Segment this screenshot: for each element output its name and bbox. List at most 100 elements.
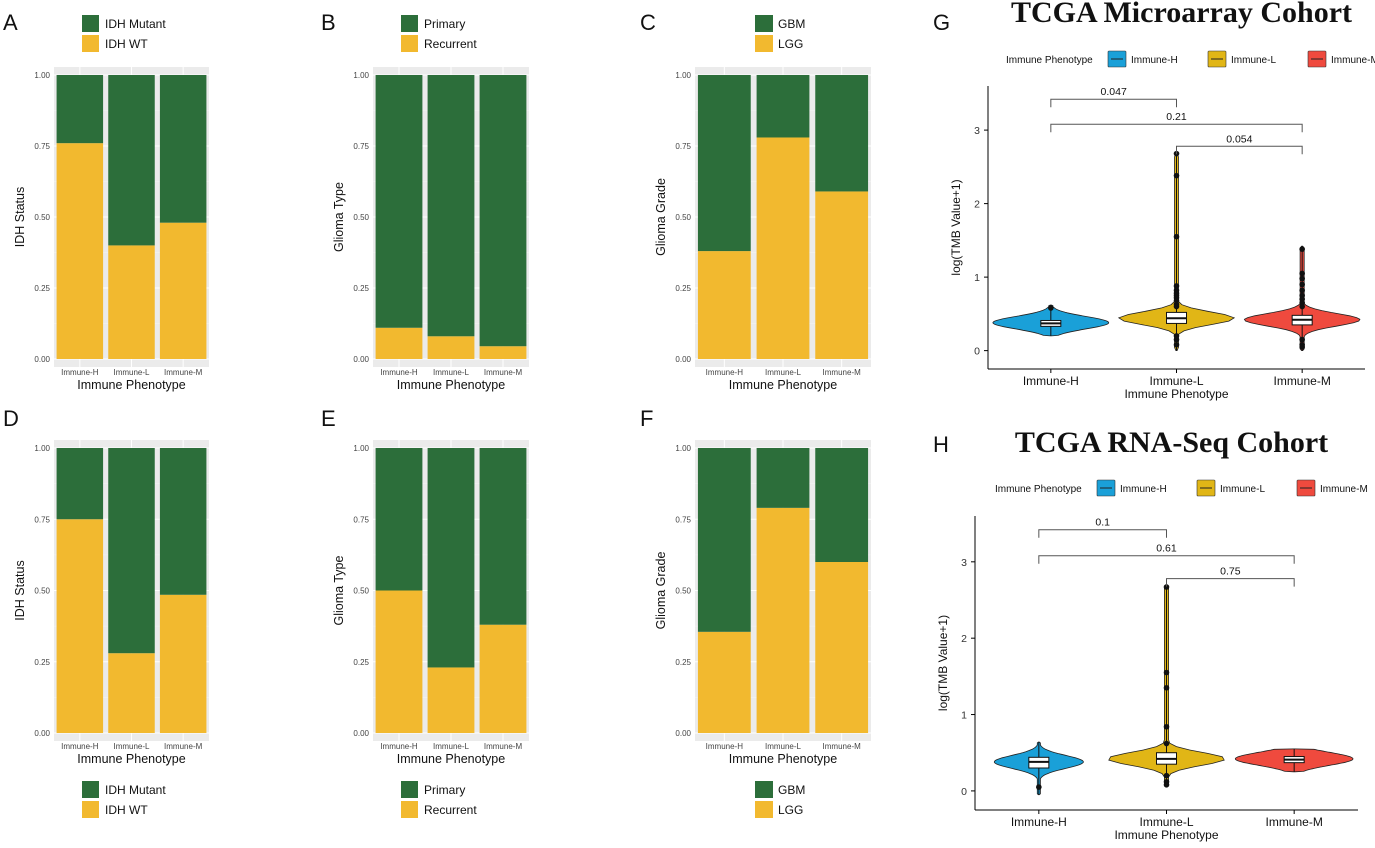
panel-h-letter: H [933, 432, 949, 457]
panel-h-ytick-label: 0 [961, 786, 967, 798]
panel-g-xtick-label: Immune-M [1273, 374, 1330, 388]
panel-f-bar-lgg-immune-h [697, 631, 751, 733]
panel-b-legend-label: Recurrent [424, 37, 477, 51]
panel-f-y-axis-title: Glioma Grade [654, 552, 668, 630]
panel-e-xtick-label: Immune-M [484, 742, 523, 751]
panel-e-bar-recurrent-immune-l [427, 667, 475, 733]
panel-h-y-axis-title: log(TMB Value+1) [936, 615, 950, 711]
panel-d-legend-label: IDH WT [105, 803, 148, 817]
panel-b-legend-key-recurrent [401, 35, 418, 52]
panel-h-outlier-point [1163, 723, 1170, 730]
panel-e-ytick-label: 1.00 [353, 444, 369, 453]
panel-d-legend-key-idh-wt [82, 801, 99, 818]
panel-b-bar-primary-immune-m [479, 75, 527, 347]
panel-e-y-axis-title: Glioma Type [332, 555, 346, 625]
panel-b-ytick-label: 0.00 [353, 355, 369, 364]
panel-g-outlier-point [1299, 303, 1305, 310]
panel-c-ytick-label: 1.00 [675, 71, 691, 80]
panel-f-bar-gbm-immune-m [815, 448, 869, 562]
panel-a-bar-idh-wt-immune-m [159, 222, 207, 359]
panel-g-outlier-point [1299, 336, 1305, 343]
panel-a-letter: A [3, 10, 18, 35]
panel-a-xtick-label: Immune-H [61, 368, 99, 377]
panel-d-ytick-label: 0.75 [34, 515, 50, 524]
panel-g-outlier-point [1173, 341, 1180, 348]
panel-a-bar-idh-wt-immune-l [108, 245, 155, 359]
panel-h-comparison-bracket [1038, 555, 1295, 564]
panel-a-y-axis-title: IDH Status [13, 187, 27, 247]
panel-g-pvalue-label: 0.047 [1101, 86, 1127, 98]
panel-d-ytick-label: 0.25 [34, 658, 50, 667]
panel-e-xtick-label: Immune-L [433, 742, 470, 751]
panel-a-ytick-label: 0.00 [34, 355, 50, 364]
panel-g-outlier-point [1299, 344, 1305, 350]
panel-d-letter: D [3, 406, 19, 431]
panel-h-outlier-point [1163, 772, 1170, 779]
panel-e-xtick-label: Immune-H [380, 742, 418, 751]
panel-f-legend-label: GBM [778, 783, 805, 797]
panel-e-legend-label: Primary [424, 783, 465, 797]
panel-b-ytick-label: 0.25 [353, 284, 369, 293]
panel-e-ytick-label: 0.75 [353, 515, 369, 524]
panel-f-legend-label: LGG [778, 803, 803, 817]
panel-e-legend-key-primary [401, 781, 418, 798]
panel-e-ytick-label: 0.25 [353, 658, 369, 667]
panel-d-xtick-label: Immune-M [164, 742, 203, 751]
panel-a-bar-idh-mutant-immune-h [56, 75, 104, 144]
panel-g-outlier-point [1299, 275, 1305, 282]
panel-g-legend-title: Immune Phenotype [1006, 55, 1093, 66]
panel-c-y-axis-title: Glioma Grade [654, 178, 668, 256]
panel-c-bar-lgg-immune-l [756, 137, 810, 359]
panel-a-legend-key-idh-wt [82, 35, 99, 52]
panel-b-bar-primary-immune-h [375, 75, 423, 328]
panel-a-xtick-label: Immune-M [164, 368, 203, 377]
panel-c-legend-key-lgg [755, 35, 773, 52]
panel-a-bar-idh-wt-immune-h [56, 143, 104, 359]
panel-b-xtick-label: Immune-L [433, 368, 470, 377]
panel-d-bar-idh-wt-immune-m [159, 594, 207, 733]
panel-h-comparison-bracket [1038, 529, 1167, 538]
panel-h-legend-title: Immune Phenotype [995, 484, 1082, 495]
panel-a-legend-label: IDH Mutant [105, 17, 166, 31]
panel-g-outlier-point [1173, 172, 1180, 179]
panel-g-letter: G [933, 10, 950, 35]
panel-f-ytick-label: 0.00 [675, 729, 691, 738]
panel-f-bar-gbm-immune-l [756, 448, 810, 508]
panel-h-title: TCGA RNA-Seq Cohort [1015, 426, 1328, 459]
panel-d-bar-idh-mutant-immune-h [56, 448, 104, 520]
panel-d-xtick-label: Immune-H [61, 742, 99, 751]
panel-h-legend-label: Immune-L [1220, 484, 1265, 495]
panel-g-legend-label: Immune-L [1231, 55, 1276, 66]
panel-g-outlier-point [1299, 270, 1305, 277]
panel-c-xtick-label: Immune-H [706, 368, 744, 377]
panel-a-x-axis-title: Immune Phenotype [77, 378, 185, 392]
panel-g-outlier-point [1299, 287, 1305, 294]
panel-h-outlier-point [1163, 782, 1170, 788]
panel-a-legend-key-idh-mutant [82, 15, 99, 32]
panel-e-bar-primary-immune-m [479, 448, 527, 625]
panel-g-ytick-label: 3 [974, 125, 980, 137]
panel-h-legend-label: Immune-H [1120, 484, 1167, 495]
panel-b-x-axis-title: Immune Phenotype [397, 378, 505, 392]
panel-e-x-axis-title: Immune Phenotype [397, 752, 505, 766]
panel-f-xtick-label: Immune-L [765, 742, 802, 751]
panel-c-xtick-label: Immune-M [823, 368, 862, 377]
panel-a-ytick-label: 0.25 [34, 284, 50, 293]
panel-c-x-axis-title: Immune Phenotype [729, 378, 837, 392]
panel-g-xtick-label: Immune-H [1023, 374, 1079, 388]
panel-c-bar-lgg-immune-h [697, 251, 751, 359]
panel-e-legend-key-recurrent [401, 801, 418, 818]
panel-c-legend-label: LGG [778, 37, 803, 51]
panel-g-x-axis-title: Immune Phenotype [1124, 387, 1228, 401]
panel-g-pvalue-label: 0.054 [1226, 133, 1252, 145]
panel-f-bar-lgg-immune-m [815, 562, 869, 733]
panel-d-bar-idh-mutant-immune-m [159, 448, 207, 595]
panel-h-xtick-label: Immune-H [1011, 815, 1067, 829]
panel-h-outlier-point [1163, 669, 1170, 676]
panel-d-bar-idh-mutant-immune-l [108, 448, 155, 654]
panel-f-ytick-label: 0.25 [675, 658, 691, 667]
panel-d-bar-idh-wt-immune-h [56, 519, 104, 733]
panel-d-legend-label: IDH Mutant [105, 783, 166, 797]
panel-h-pvalue-label: 0.1 [1095, 517, 1110, 529]
